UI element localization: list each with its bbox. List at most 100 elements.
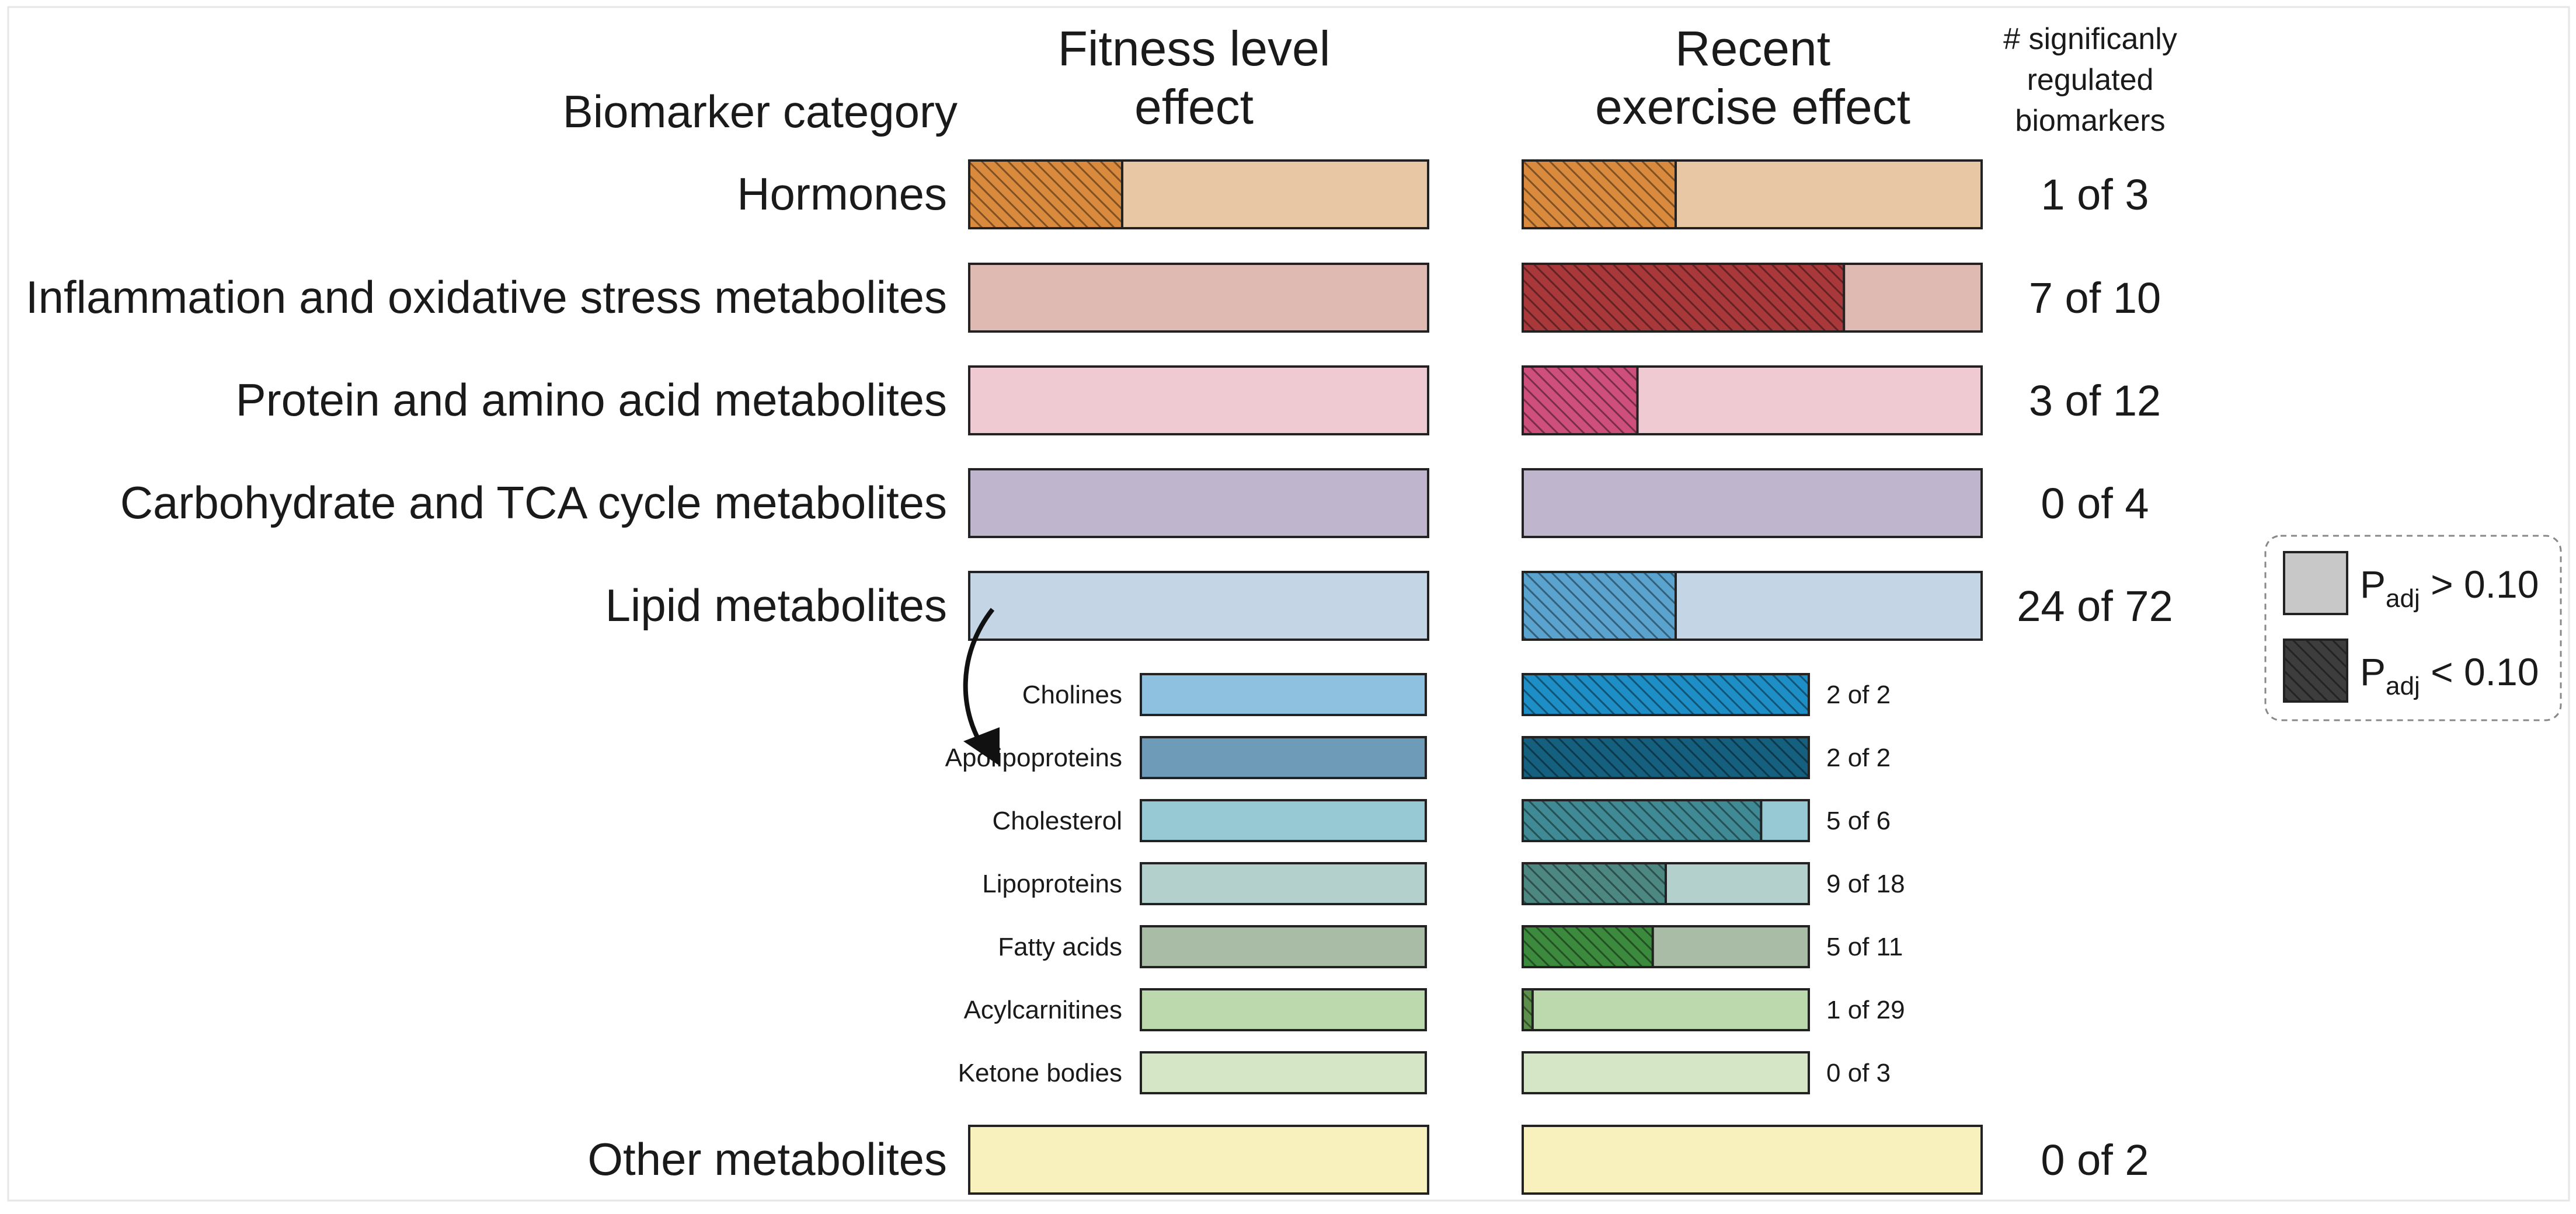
fitness-bar-outline: [968, 263, 1429, 333]
category-label: Apolipoproteins: [945, 744, 1122, 772]
figure-border: [7, 6, 2570, 1202]
exercise-bar-significant: [1523, 800, 1762, 841]
category-label: Protein and amino acid metabolites: [236, 374, 947, 425]
fitness-bar: [1141, 737, 1426, 778]
category-row: Fatty acids 5 of 11: [998, 925, 1903, 968]
count-label: 1 of 3: [2041, 170, 2149, 219]
exercise-bar-outline: [1522, 159, 1983, 229]
count-label: 9 of 18: [1826, 870, 1905, 898]
header-exercise-line2: exercise effect: [1595, 79, 1910, 134]
header-exercise-line1: Recent: [1675, 21, 1830, 76]
exercise-bar-outline: [1522, 673, 1810, 716]
exercise-bar-outline: [1522, 799, 1810, 842]
header-count-line2: regulated: [2027, 63, 2154, 97]
category-label: Fatty acids: [998, 933, 1122, 961]
fitness-bar-outline: [1140, 736, 1427, 779]
fitness-bar-outline: [1140, 1051, 1427, 1094]
exercise-bar: [1523, 1052, 1809, 1093]
fitness-bar: [1141, 926, 1426, 967]
header-fitness-line1: Fitness level: [1058, 21, 1331, 76]
count-label: 24 of 72: [2017, 582, 2173, 630]
exercise-bar: [1523, 989, 1809, 1030]
exercise-bar: [1523, 469, 1982, 537]
category-label: Cholesterol: [992, 807, 1122, 835]
exercise-bar-outline: [1522, 365, 1983, 435]
exercise-bar-significant: [1523, 161, 1676, 228]
exercise-bar-outline: [1522, 988, 1810, 1031]
fitness-bar: [969, 264, 1428, 332]
count-label: 2 of 2: [1826, 681, 1891, 709]
exercise-bar-outline: [1522, 862, 1810, 905]
category-row: Cholines 2 of 2: [1022, 673, 1891, 716]
fitness-bar: [1141, 989, 1426, 1030]
chart-rows: Hormones 1 of 3 Inflammation and oxidative…: [26, 159, 2173, 1195]
count-label: 0 of 3: [1826, 1059, 1891, 1087]
fitness-bar: [1141, 1052, 1426, 1093]
fitness-bar-outline: [1140, 862, 1427, 905]
exercise-bar-significant: [1523, 572, 1676, 640]
fitness-bar-significant: [969, 161, 1122, 228]
category-label: Acylcarnitines: [964, 996, 1122, 1024]
count-label: 2 of 2: [1826, 744, 1891, 772]
fitness-bar-outline: [1140, 673, 1427, 716]
legend: Padj > 0.10 Padj < 0.10: [2264, 535, 2562, 721]
lipid-expand-arrow: [963, 608, 1000, 766]
count-label: 0 of 4: [2041, 479, 2149, 528]
category-row: Protein and amino acid metabolites 3 of 1…: [236, 365, 2161, 435]
category-label: Hormones: [737, 168, 947, 219]
legend-swatch-nonsignificant: [2283, 551, 2348, 615]
count-label: 0 of 2: [2041, 1136, 2149, 1184]
count-label: 5 of 11: [1826, 933, 1903, 961]
category-label: Carbohydrate and TCA cycle metabolites: [120, 477, 947, 528]
header-count-line3: biomarkers: [2015, 104, 2165, 138]
fitness-bar-outline: [1140, 988, 1427, 1031]
category-label: Ketone bodies: [958, 1059, 1122, 1087]
category-row: Other metabolites 0 of 2: [587, 1125, 2149, 1195]
fitness-bar: [969, 572, 1428, 640]
category-row: Cholesterol 5 of 6: [992, 799, 1891, 842]
exercise-bar-significant: [1523, 264, 1844, 332]
legend-label-significant: Padj < 0.10: [2360, 650, 2539, 700]
exercise-bar-outline: [1522, 468, 1983, 538]
category-row: Hormones 1 of 3: [737, 159, 2149, 229]
category-row: Carbohydrate and TCA cycle metabolites 0 …: [120, 468, 2149, 538]
fitness-bar-outline: [1140, 799, 1427, 842]
exercise-bar-significant: [1523, 674, 1809, 715]
fitness-bar-outline: [968, 365, 1429, 435]
category-row: Lipid metabolites 24 of 72: [605, 571, 2173, 641]
count-label: 3 of 12: [2029, 376, 2161, 425]
category-label: Cholines: [1022, 681, 1122, 709]
exercise-bar-outline: [1522, 1125, 1983, 1195]
category-row: Ketone bodies 0 of 3: [958, 1051, 1891, 1094]
category-row: Inflammation and oxidative stress metabo…: [26, 263, 2161, 333]
legend-swatch-significant: [2283, 639, 2348, 703]
fitness-bar: [969, 1126, 1428, 1194]
exercise-bar: [1523, 1126, 1982, 1194]
fitness-bar-outline: [968, 468, 1429, 538]
fitness-bar: [1141, 863, 1426, 904]
exercise-bar-outline: [1522, 736, 1810, 779]
category-label: Lipid metabolites: [605, 580, 947, 631]
fitness-bar: [1141, 800, 1426, 841]
category-label: Other metabolites: [587, 1133, 947, 1185]
exercise-bar-outline: [1522, 571, 1983, 641]
category-label: Lipoproteins: [982, 870, 1122, 898]
fitness-bar-outline: [968, 159, 1429, 229]
fitness-bar: [969, 367, 1428, 434]
category-label: Inflammation and oxidative stress metabo…: [26, 271, 947, 323]
exercise-bar-significant: [1523, 737, 1809, 778]
category-row: Lipoproteins 9 of 18: [982, 862, 1905, 905]
exercise-bar-significant: [1523, 926, 1653, 967]
fitness-bar: [969, 469, 1428, 537]
exercise-bar-outline: [1522, 1051, 1810, 1094]
exercise-bar-outline: [1522, 925, 1810, 968]
category-row: Acylcarnitines 1 of 29: [964, 988, 1905, 1031]
legend-label-nonsignificant: Padj > 0.10: [2360, 563, 2539, 613]
fitness-bar-outline: [968, 571, 1429, 641]
fitness-bar-outline: [1140, 925, 1427, 968]
fitness-bar-outline: [968, 1125, 1429, 1195]
exercise-bar-outline: [1522, 263, 1983, 333]
fitness-bar: [1141, 674, 1426, 715]
exercise-bar-significant: [1523, 367, 1638, 434]
exercise-bar-significant: [1523, 989, 1533, 1030]
